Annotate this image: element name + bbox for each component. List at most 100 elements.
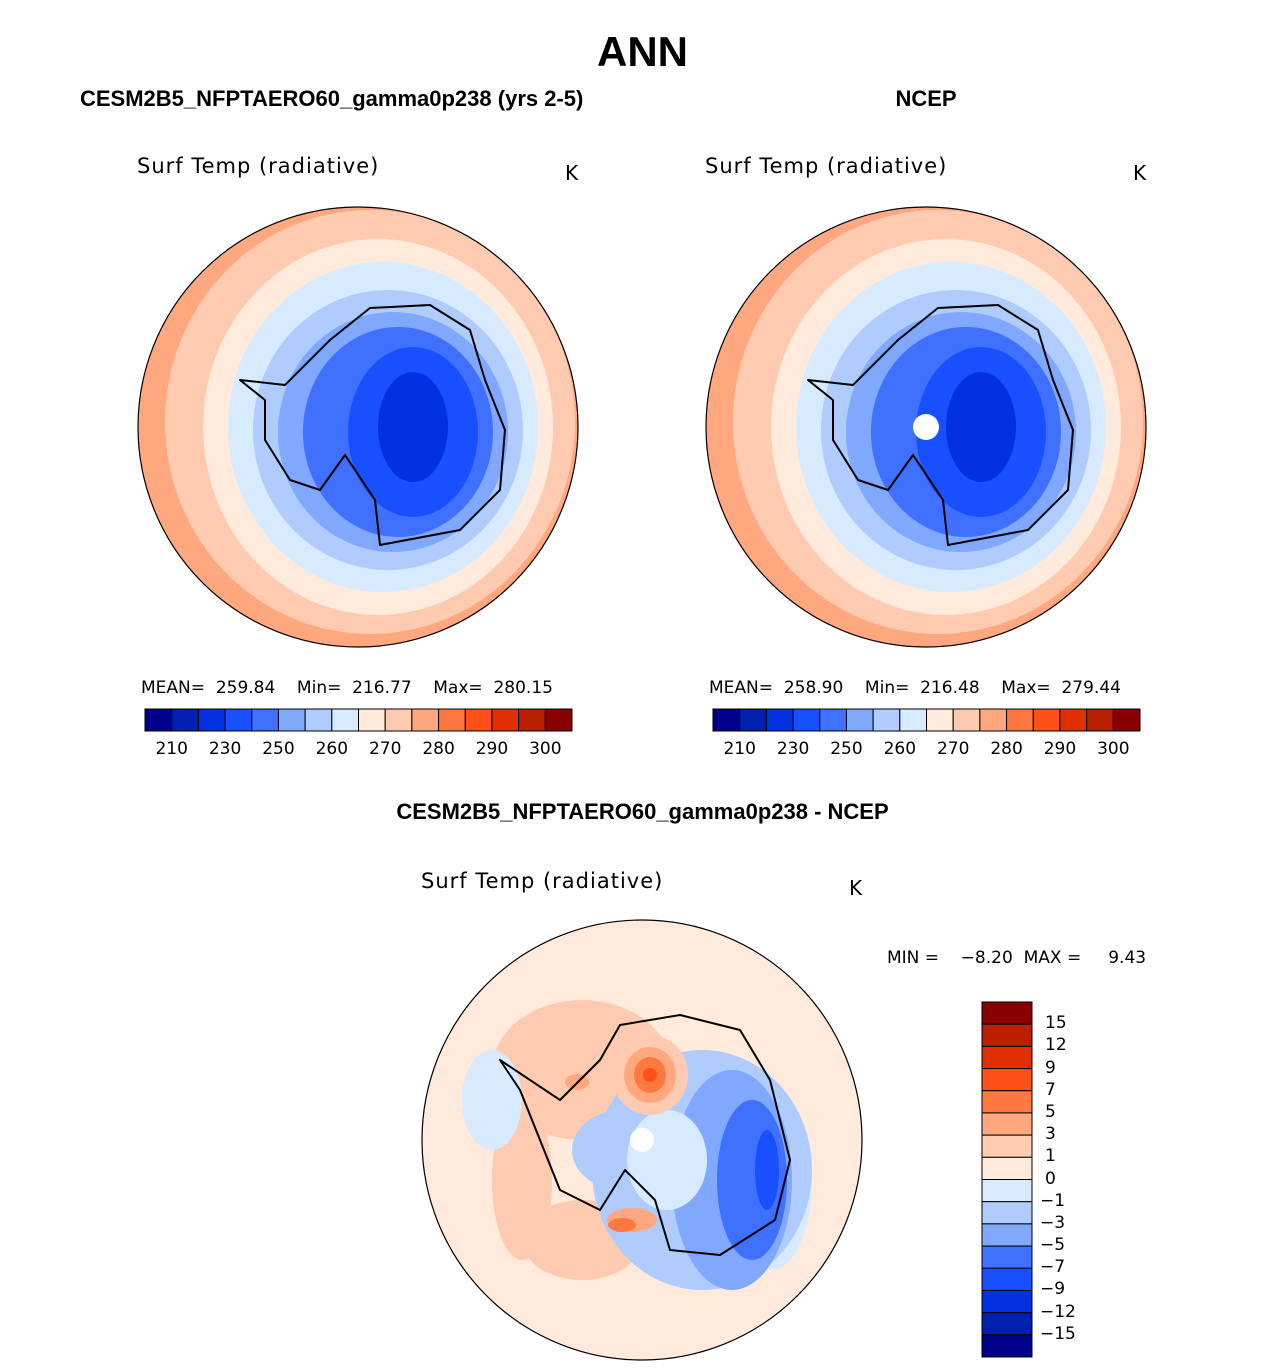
colorbar-swatch xyxy=(739,708,767,732)
panel-2-stats: MEAN= 258.90 Min= 216.48 Max= 279.44 xyxy=(709,678,1121,698)
colorbar-tick-label: 9 xyxy=(1045,1057,1056,1078)
colorbar-swatch xyxy=(277,708,306,732)
colorbar-tick-label: −9 xyxy=(1040,1279,1066,1300)
colorbar-swatch xyxy=(1059,708,1088,732)
colorbar-swatch xyxy=(331,708,359,732)
colorbar-tick-label: 290 xyxy=(475,739,509,759)
colorbar-tick-label: 230 xyxy=(776,739,810,759)
map-boundary xyxy=(421,919,863,1361)
colorbar-swatch xyxy=(981,1334,1033,1358)
colorbar-swatch xyxy=(981,1112,1033,1136)
colorbar-tick-label: −5 xyxy=(1040,1235,1066,1256)
colorbar-tick-label: 210 xyxy=(723,739,756,759)
panel-1-units: K xyxy=(565,161,579,185)
polar-map-1 xyxy=(137,206,579,648)
min-label: Min= xyxy=(864,678,910,698)
colorbar-tick-label: 230 xyxy=(208,739,242,759)
mean-label: MEAN= xyxy=(141,678,205,698)
colorbar-swatch xyxy=(438,708,466,732)
colorbar-swatch xyxy=(792,708,821,732)
colorbar-tick-label: 12 xyxy=(1045,1035,1067,1056)
colorbar-tick-label: 300 xyxy=(529,739,562,759)
colorbar-swatch xyxy=(845,708,874,732)
colorbar-swatch xyxy=(981,1289,1033,1314)
max-value: 279.44 xyxy=(1061,678,1121,698)
colorbar-swatch xyxy=(144,708,173,732)
colorbar-swatch xyxy=(981,1223,1033,1247)
min-label: MIN = xyxy=(887,948,940,968)
colorbar-swatch xyxy=(872,708,901,732)
colorbar-tick-label: 5 xyxy=(1045,1101,1056,1122)
colorbar-tick-label: −15 xyxy=(1040,1323,1076,1344)
colorbar-swatch xyxy=(981,1023,1033,1047)
colorbar-swatch xyxy=(304,708,333,732)
colorbar-swatch xyxy=(981,1245,1033,1269)
panel-2-units: K xyxy=(1133,161,1147,185)
colorbar-tick-label: 210 xyxy=(155,739,188,759)
min-value: −8.20 xyxy=(960,948,1013,968)
contour-region xyxy=(608,1218,636,1232)
colorbar-swatch xyxy=(1006,708,1034,732)
max-label: Max= xyxy=(433,678,483,698)
colorbar-tick-label: 7 xyxy=(1045,1079,1056,1100)
max-label: Max= xyxy=(1001,678,1051,698)
colorbar-swatch xyxy=(765,708,794,732)
colorbar-swatch xyxy=(384,708,413,732)
colorbar-tick-label: 270 xyxy=(368,739,402,759)
min-value: 216.77 xyxy=(352,678,412,698)
polar-map-2 xyxy=(705,206,1147,648)
mean-label: MEAN= xyxy=(709,678,773,698)
page-title: ANN xyxy=(597,28,688,75)
min-value: 216.48 xyxy=(920,678,980,698)
colorbar-tick-label: 280 xyxy=(990,739,1023,759)
colorbar-tick-label: 250 xyxy=(830,739,863,759)
colorbar-swatch xyxy=(518,708,546,732)
contour-region xyxy=(462,1050,522,1150)
colorbar-swatch xyxy=(1032,708,1061,732)
max-value: 9.43 xyxy=(1108,948,1147,968)
colorbar-swatch xyxy=(981,1156,1033,1180)
colorbar-tick-label: 250 xyxy=(262,739,295,759)
colorbar-swatch xyxy=(981,1090,1033,1114)
colorbar-swatch xyxy=(171,708,199,732)
colorbar-3 xyxy=(981,1001,1033,1358)
colorbar-tick-label: 300 xyxy=(1097,739,1130,759)
colorbar-swatch xyxy=(899,708,927,732)
colorbar-swatch xyxy=(819,708,847,732)
colorbar-tick-label: −7 xyxy=(1040,1257,1066,1278)
colorbar-swatch xyxy=(358,708,386,732)
antarctica-coastline xyxy=(239,304,506,546)
pole-missing-data xyxy=(630,1128,654,1152)
colorbar-tick-label: 260 xyxy=(883,739,917,759)
panel-3-stats: MIN = −8.20 MAX = 9.43 xyxy=(887,948,1146,968)
colorbar-swatch xyxy=(981,1201,1033,1225)
colorbar-swatch xyxy=(1086,708,1114,732)
colorbar-swatch xyxy=(981,1312,1033,1336)
colorbar-swatch xyxy=(981,1068,1033,1092)
colorbar-2 xyxy=(712,708,1141,732)
colorbar-tick-label: 260 xyxy=(315,739,349,759)
colorbar-tick-label: 3 xyxy=(1045,1124,1056,1145)
panel-1-field: Surf Temp (radiative) xyxy=(137,154,380,178)
polar-map-3 xyxy=(421,919,863,1361)
panel-3-heading: CESM2B5_NFPTAERO60_gamma0p238 - NCEP xyxy=(396,799,889,824)
colorbar-swatch xyxy=(981,1045,1033,1070)
colorbar-tick-label: 0 xyxy=(1045,1168,1056,1189)
colorbar-swatch xyxy=(197,708,226,732)
panel-1-heading: CESM2B5_NFPTAERO60_gamma0p238 (yrs 2-5) xyxy=(80,86,584,111)
mean-value: 259.84 xyxy=(215,678,276,698)
colorbar-swatch xyxy=(712,708,741,732)
colorbar-swatch xyxy=(952,708,981,732)
panel-2-field: Surf Temp (radiative) xyxy=(705,154,948,178)
colorbar-swatch xyxy=(1112,708,1141,732)
contour-region xyxy=(627,1110,707,1210)
min-label: Min= xyxy=(296,678,342,698)
panel-1-stats: MEAN= 259.84 Min= 216.77 Max= 280.15 xyxy=(141,678,553,698)
contour-region xyxy=(643,1068,657,1082)
colorbar-swatch xyxy=(224,708,253,732)
pole-missing-data xyxy=(913,414,939,440)
contour-region xyxy=(755,1130,779,1210)
colorbar-swatch xyxy=(979,708,1008,732)
colorbar-swatch xyxy=(464,708,493,732)
colorbar-1 xyxy=(144,708,573,732)
